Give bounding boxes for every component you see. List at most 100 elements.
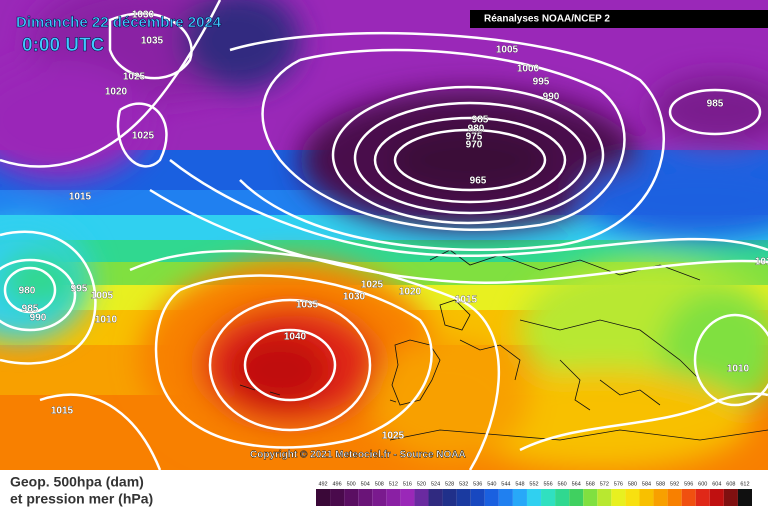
colorbar-swatch <box>526 489 542 506</box>
geopotential-field <box>0 0 768 470</box>
colorbar-swatch <box>400 489 415 506</box>
isobar-label: 1025 <box>123 72 146 83</box>
isobar-label: 985 <box>707 99 724 110</box>
isobar-label: 1035 <box>141 36 164 47</box>
isobar-label: 1010 <box>95 315 118 326</box>
colorbar-swatch <box>667 489 682 506</box>
colorbar-swatch <box>541 489 556 506</box>
isobar-label: 965 <box>470 176 487 187</box>
colorbar-swatch <box>428 489 443 506</box>
isobar-label: 975 <box>466 132 483 143</box>
colorbar-swatch <box>484 489 499 506</box>
colorbar-tick-label: 568 <box>586 481 595 487</box>
colorbar-tick-label: 548 <box>515 481 524 487</box>
colorbar-tick-label: 520 <box>417 481 426 487</box>
colorbar-swatch <box>512 489 527 506</box>
colorbar-swatch <box>695 489 710 506</box>
colorbar-swatch <box>372 489 387 506</box>
field-blobs <box>0 0 768 470</box>
colorbar-tick-label: 564 <box>572 481 581 487</box>
isobar-label: 1010 <box>727 364 750 375</box>
colorbar-swatch <box>330 489 345 506</box>
time-label: 0:00 UTC <box>22 35 105 56</box>
colorbar-tick-label: 496 <box>333 481 342 487</box>
isobar-label: 1010 <box>755 257 768 268</box>
colorbar-tick-label: 560 <box>558 481 567 487</box>
isobar-label: 1005 <box>496 45 519 56</box>
colorbar-tick-label: 536 <box>473 481 482 487</box>
colorbar-swatch <box>316 489 331 506</box>
isobar-label: 1020 <box>105 87 128 98</box>
colorbar-swatch <box>583 489 598 506</box>
isobar-label: 980 <box>468 124 485 135</box>
colorbar-tick-label: 608 <box>726 481 735 487</box>
colorbar-swatch <box>597 489 612 506</box>
colorbar-tick-label: 596 <box>684 481 693 487</box>
source-label: Réanalyses NOAA/NCEP 2 <box>484 14 610 25</box>
isobar-label: 990 <box>30 313 47 324</box>
colorbar-swatch <box>386 489 401 506</box>
legend-title: Geop. 500hpa (dam) <box>10 474 144 490</box>
colorbar-swatch <box>709 489 724 506</box>
isobar-label: 1030 <box>343 292 366 303</box>
colorbar-tick-label: 576 <box>614 481 623 487</box>
date-label: Dimanche 22 décembre 2024 <box>16 14 222 31</box>
isobars <box>0 0 762 314</box>
field-blob <box>0 250 80 310</box>
colorbar-swatch <box>456 489 471 506</box>
isobar-label: 1005 <box>91 291 114 302</box>
colorbar-tick-label: 504 <box>361 481 370 487</box>
colorbar-tick-label: 528 <box>445 481 454 487</box>
field-blob <box>370 340 530 460</box>
colorbar-tick-label: 492 <box>318 481 327 487</box>
colorbar-swatch <box>344 489 359 506</box>
isobar-label: 980 <box>19 286 36 297</box>
colorbar-swatch <box>639 489 654 506</box>
copyright: Copyright © 2021 Meteociel.fr - Source N… <box>250 450 466 461</box>
colorbar-tick-label: 508 <box>375 481 384 487</box>
field-blob <box>580 160 768 240</box>
isobar-label: 985 <box>472 115 489 126</box>
isobar-label: 1025 <box>382 431 405 442</box>
colorbar-tick-label: 532 <box>459 481 468 487</box>
colorbar-tick-label: 588 <box>656 481 665 487</box>
colorbar-swatch <box>414 489 429 506</box>
isobar-label: 1020 <box>399 287 422 298</box>
isobar-label: 1015 <box>69 192 92 203</box>
colorbar-swatch <box>723 489 738 506</box>
colorbar-tick-label: 552 <box>529 481 538 487</box>
isobar-label: 1040 <box>284 332 307 343</box>
colorbar-tick-label: 540 <box>487 481 496 487</box>
isobar-label: 1035 <box>296 300 319 311</box>
colorbar-tick-label: 592 <box>670 481 679 487</box>
isobar-labels: 1030103510251020102510159809859909951005… <box>18 9 768 442</box>
colorbar-swatch <box>611 489 626 506</box>
colorbar-tick-label: 580 <box>628 481 637 487</box>
source-banner <box>470 10 768 28</box>
colorbar-tick-label: 512 <box>389 481 398 487</box>
isobar-label: 1000 <box>517 64 540 75</box>
colorbar-swatch <box>358 489 373 506</box>
colorbar-tick-label: 544 <box>501 481 510 487</box>
legend-title: et pression mer (hPa) <box>10 491 153 507</box>
colorbar-tick-label: 584 <box>642 481 651 487</box>
colorbar: 492 496 500 504 508 512 516 520 524 528 532 536 540 5… <box>316 481 752 506</box>
colorbar-tick-label: 572 <box>600 481 609 487</box>
colorbar-tick-label: 556 <box>543 481 552 487</box>
isobar-label: 1015 <box>51 406 74 417</box>
isobar-label: 995 <box>533 77 550 88</box>
field-blob <box>390 128 550 192</box>
colorbar-swatch <box>498 489 513 506</box>
isobar-label: 1025 <box>132 131 155 142</box>
colorbar-tick-label: 600 <box>698 481 707 487</box>
colorbar-tick-label: 604 <box>712 481 721 487</box>
colorbar-tick-label: 516 <box>403 481 412 487</box>
colorbar-swatch <box>569 489 584 506</box>
colorbar-swatch <box>681 489 696 506</box>
colorbar-swatch <box>737 489 752 506</box>
isobar-label: 1030 <box>132 10 155 21</box>
colorbar-swatch <box>470 489 485 506</box>
colorbar-swatch <box>625 489 640 506</box>
colorbar-swatch <box>442 489 457 506</box>
